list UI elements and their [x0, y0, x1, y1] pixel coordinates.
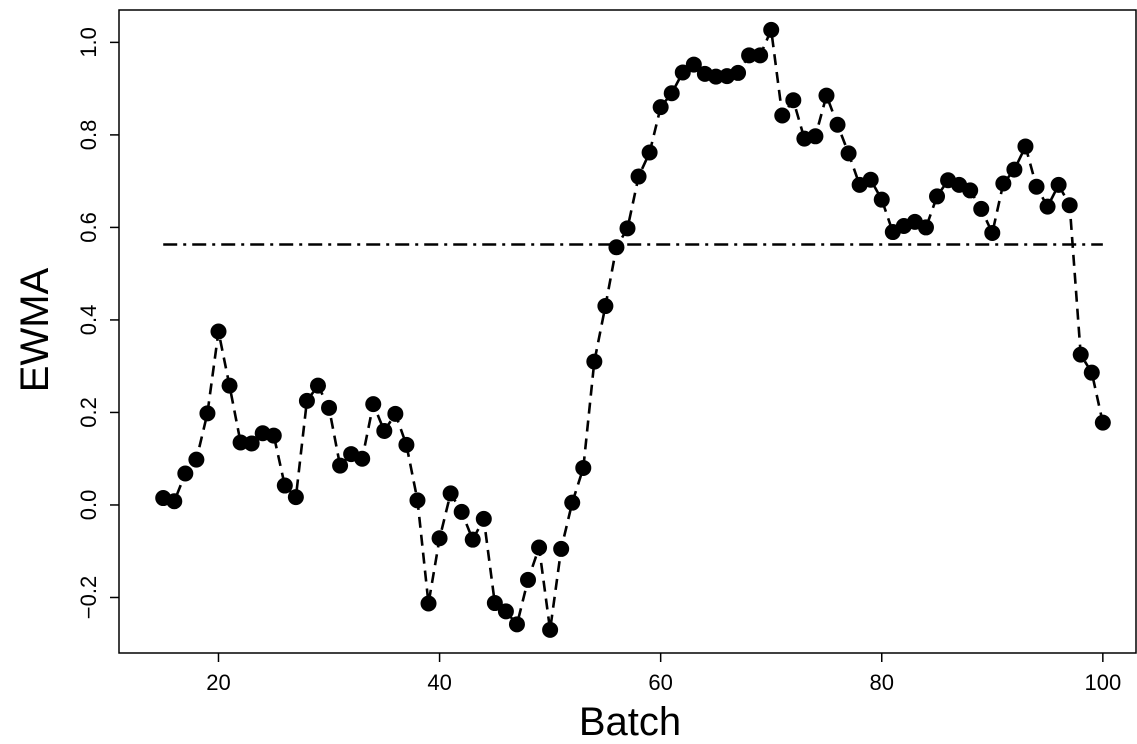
data-point — [409, 492, 426, 509]
data-point — [1028, 178, 1045, 195]
data-point — [741, 47, 758, 64]
data-point — [431, 530, 448, 547]
y-tick-label: 1.0 — [76, 27, 101, 58]
data-points — [155, 21, 1111, 638]
data-point — [685, 56, 702, 73]
data-point — [520, 571, 537, 588]
data-point — [1083, 364, 1100, 381]
data-point — [475, 510, 492, 527]
x-tick-label: 100 — [1084, 670, 1121, 695]
data-point — [553, 540, 570, 557]
data-point — [829, 116, 846, 133]
x-axis-label: Batch — [579, 700, 681, 744]
data-point — [542, 621, 559, 638]
data-point — [420, 595, 437, 612]
data-point — [442, 485, 459, 502]
data-point — [497, 603, 514, 620]
data-point — [995, 175, 1012, 192]
data-point — [840, 145, 857, 162]
data-point — [873, 191, 890, 208]
data-point — [608, 239, 625, 256]
data-point — [973, 200, 990, 217]
data-point — [508, 616, 525, 633]
y-tick-label: 0.0 — [76, 490, 101, 521]
data-point — [774, 107, 791, 124]
data-point — [564, 494, 581, 511]
data-point — [663, 85, 680, 102]
x-tick-label: 80 — [870, 670, 894, 695]
data-point — [575, 459, 592, 476]
data-point — [398, 436, 415, 453]
series-line — [162, 25, 1105, 631]
data-point — [730, 64, 747, 81]
data-point — [332, 457, 349, 474]
y-axis-label: EWMA — [13, 267, 57, 392]
data-point — [287, 489, 304, 506]
data-point — [221, 377, 238, 394]
data-point — [1061, 197, 1078, 214]
data-point — [188, 451, 205, 468]
data-point — [1017, 138, 1034, 155]
x-tick-label: 20 — [206, 670, 230, 695]
data-point — [862, 171, 879, 188]
data-point — [464, 531, 481, 548]
data-point — [752, 47, 769, 64]
data-point — [652, 99, 669, 116]
x-axis: 20 40 60 80 100 — [206, 653, 1121, 695]
y-tick-label: −0.2 — [76, 576, 101, 619]
data-point — [453, 503, 470, 520]
data-point — [276, 477, 293, 494]
y-axis: −0.2 0.0 0.2 0.4 0.6 0.8 1.0 — [76, 27, 119, 619]
data-point — [785, 92, 802, 109]
data-point — [531, 539, 548, 556]
plot-frame — [118, 9, 1137, 654]
data-point — [1006, 161, 1023, 178]
data-point — [1050, 176, 1067, 193]
data-point — [818, 87, 835, 104]
data-point — [586, 353, 603, 370]
y-tick-label: 0.4 — [76, 305, 101, 336]
data-point — [486, 595, 503, 612]
data-point — [376, 422, 393, 439]
data-point — [962, 182, 979, 199]
data-point — [354, 450, 371, 467]
data-point — [298, 392, 315, 409]
data-point — [387, 405, 404, 422]
data-point — [630, 168, 647, 185]
y-tick-label: 0.8 — [76, 120, 101, 151]
data-point — [210, 323, 227, 340]
data-point — [1039, 198, 1056, 215]
y-tick-label: 0.2 — [76, 397, 101, 428]
data-point — [641, 144, 658, 161]
data-point — [984, 224, 1001, 241]
data-point — [1094, 414, 1111, 431]
data-point — [321, 399, 338, 416]
data-point — [265, 427, 282, 444]
x-tick-label: 40 — [427, 670, 451, 695]
data-point — [199, 405, 216, 422]
data-point — [917, 219, 934, 236]
data-point — [365, 396, 382, 413]
data-point — [243, 435, 260, 452]
data-point — [763, 21, 780, 38]
data-point — [309, 377, 326, 394]
data-point — [597, 298, 614, 315]
data-point — [619, 220, 636, 237]
data-point — [674, 64, 691, 81]
data-point — [929, 188, 946, 205]
data-point — [1072, 346, 1089, 363]
y-tick-label: 0.6 — [76, 212, 101, 243]
data-point — [177, 465, 194, 482]
x-tick-label: 60 — [648, 670, 672, 695]
data-point — [166, 493, 183, 510]
data-point — [807, 128, 824, 145]
